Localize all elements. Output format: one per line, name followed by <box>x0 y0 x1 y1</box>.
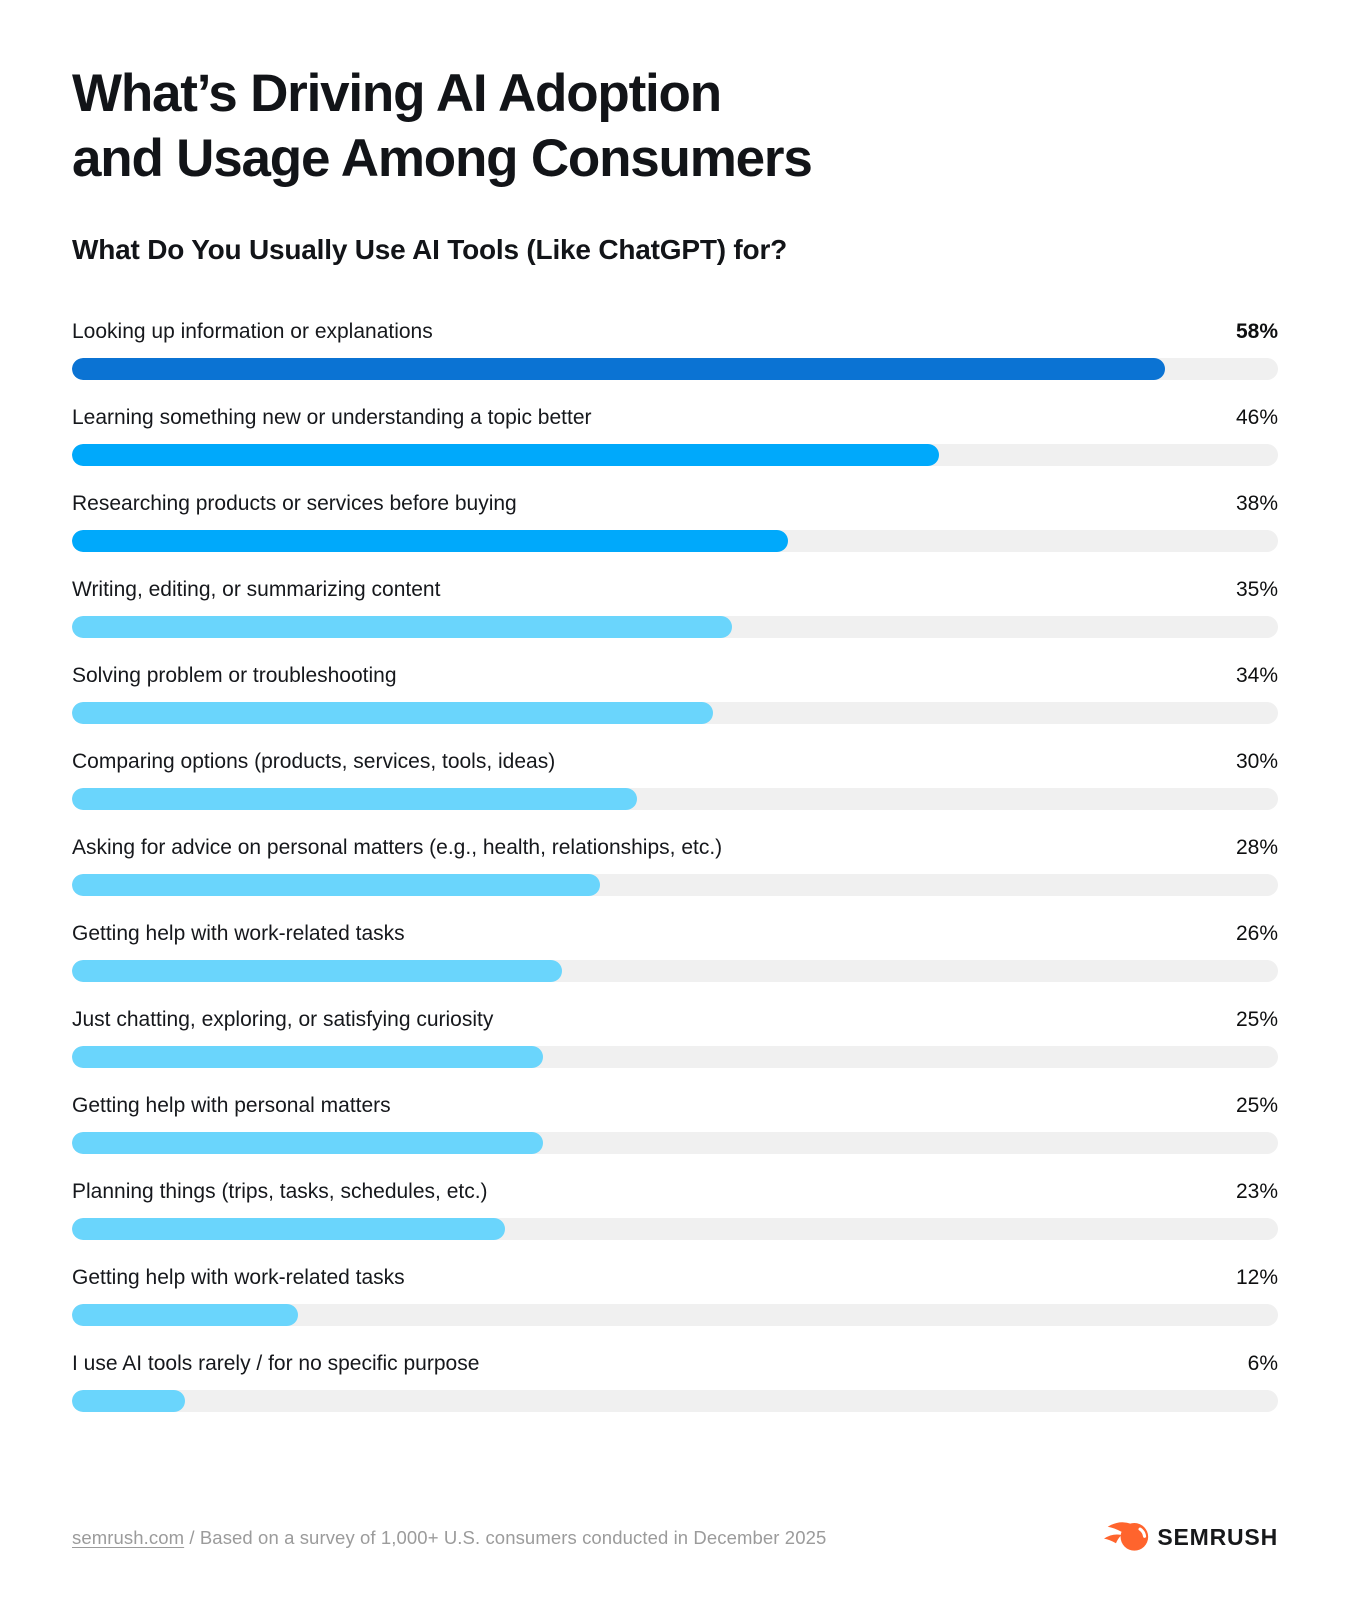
bar-label: Getting help with work-related tasks <box>72 1265 405 1289</box>
page-title-line2: and Usage Among Consumers <box>72 128 813 188</box>
bar-row-head: Solving problem or troubleshooting 34% <box>72 663 1278 689</box>
bar-fill <box>72 1303 299 1326</box>
bar-track <box>72 701 1278 724</box>
bar-label: Just chatting, exploring, or satisfying … <box>72 1007 494 1031</box>
bar-label: Planning things (trips, tasks, schedules… <box>72 1179 488 1203</box>
bar-label: Looking up information or explanations <box>72 319 433 343</box>
bar-row-head: Researching products or services before … <box>72 491 1278 517</box>
source-link[interactable]: semrush.com <box>72 1526 185 1548</box>
bar-row: I use AI tools rarely / for no specific … <box>72 1351 1278 1412</box>
bar-track <box>72 357 1278 380</box>
bar-track <box>72 1045 1278 1068</box>
bar-value: 46% <box>1235 405 1278 429</box>
bar-row: Asking for advice on personal matters (e… <box>72 835 1278 896</box>
bar-track <box>72 1131 1278 1154</box>
bar-label: I use AI tools rarely / for no specific … <box>72 1351 480 1375</box>
bar-value: 26% <box>1235 921 1278 945</box>
bar-fill <box>72 1045 544 1068</box>
source-text: / Based on a survey of 1,000+ U.S. consu… <box>184 1526 827 1548</box>
bar-track <box>72 1303 1278 1326</box>
source-note: semrush.com / Based on a survey of 1,000… <box>72 1527 826 1549</box>
bar-row: Just chatting, exploring, or satisfying … <box>72 1007 1278 1068</box>
bar-value: 28% <box>1235 835 1278 859</box>
bar-fill <box>72 615 732 638</box>
bar-value: 25% <box>1235 1093 1278 1117</box>
bar-fill <box>72 959 562 982</box>
bar-row: Planning things (trips, tasks, schedules… <box>72 1179 1278 1240</box>
bar-label: Getting help with work-related tasks <box>72 921 405 945</box>
bar-track <box>72 529 1278 552</box>
bar-track <box>72 1217 1278 1240</box>
bar-row-head: Writing, editing, or summarizing content… <box>72 577 1278 603</box>
bar-track <box>72 1389 1278 1412</box>
bar-row-head: Learning something new or understanding … <box>72 405 1278 431</box>
bar-row: Writing, editing, or summarizing content… <box>72 577 1278 638</box>
bar-label: Solving problem or troubleshooting <box>72 663 397 687</box>
bar-track <box>72 615 1278 638</box>
bar-track <box>72 873 1278 896</box>
bar-row: Solving problem or troubleshooting 34% <box>72 663 1278 724</box>
bar-fill <box>72 1131 544 1154</box>
bar-fill <box>72 357 1165 380</box>
bar-label: Learning something new or understanding … <box>72 405 592 429</box>
bar-fill <box>72 1389 186 1412</box>
bar-value: 12% <box>1235 1265 1278 1289</box>
bar-row-head: Comparing options (products, services, t… <box>72 749 1278 775</box>
bar-row-head: I use AI tools rarely / for no specific … <box>72 1351 1278 1377</box>
bar-value: 38% <box>1235 491 1278 515</box>
bar-row-head: Looking up information or explanations 5… <box>72 319 1278 345</box>
bar-row: Getting help with work-related tasks 12% <box>72 1265 1278 1326</box>
bar-value: 6% <box>1247 1351 1278 1375</box>
bar-value: 58% <box>1235 319 1278 343</box>
bar-value: 35% <box>1235 577 1278 601</box>
bar-fill <box>72 1217 506 1240</box>
bar-track <box>72 443 1278 466</box>
bar-row-head: Planning things (trips, tasks, schedules… <box>72 1179 1278 1205</box>
bar-fill <box>72 443 939 466</box>
bar-chart: Looking up information or explanations 5… <box>72 319 1278 1412</box>
bar-label: Comparing options (products, services, t… <box>72 749 556 773</box>
bar-value: 23% <box>1235 1179 1278 1203</box>
bar-row-head: Getting help with personal matters 25% <box>72 1093 1278 1119</box>
bar-label: Researching products or services before … <box>72 491 517 515</box>
bar-row: Comparing options (products, services, t… <box>72 749 1278 810</box>
bar-label: Writing, editing, or summarizing content <box>72 577 441 601</box>
bar-row-head: Getting help with work-related tasks 12% <box>72 1265 1278 1291</box>
bar-row: Researching products or services before … <box>72 491 1278 552</box>
bar-track <box>72 787 1278 810</box>
bar-label: Asking for advice on personal matters (e… <box>72 835 723 859</box>
bar-track <box>72 959 1278 982</box>
bar-value: 30% <box>1235 749 1278 773</box>
bar-row-head: Just chatting, exploring, or satisfying … <box>72 1007 1278 1033</box>
bar-fill <box>72 701 713 724</box>
bar-row: Getting help with personal matters 25% <box>72 1093 1278 1154</box>
bar-row-head: Getting help with work-related tasks 26% <box>72 921 1278 947</box>
chart-subtitle: What Do You Usually Use AI Tools (Like C… <box>72 234 788 266</box>
bar-value: 34% <box>1235 663 1278 687</box>
bar-row: Looking up information or explanations 5… <box>72 319 1278 380</box>
semrush-flame-icon <box>1104 1517 1150 1558</box>
bar-fill <box>72 529 789 552</box>
bar-fill <box>72 873 600 896</box>
bar-row-head: Asking for advice on personal matters (e… <box>72 835 1278 861</box>
brand-name: SEMRUSH <box>1157 1524 1278 1550</box>
bar-row: Learning something new or understanding … <box>72 405 1278 466</box>
bar-value: 25% <box>1235 1007 1278 1031</box>
page-title-line1: What’s Driving AI Adoption <box>72 64 722 123</box>
semrush-logo: SEMRUSH <box>1104 1517 1278 1558</box>
bar-row: Getting help with work-related tasks 26% <box>72 921 1278 982</box>
footer: semrush.com / Based on a survey of 1,000… <box>72 1517 1278 1558</box>
page-title: What’s Driving AI Adoption and Usage Amon… <box>72 62 1278 191</box>
bar-fill <box>72 787 638 810</box>
bar-label: Getting help with personal matters <box>72 1093 391 1117</box>
